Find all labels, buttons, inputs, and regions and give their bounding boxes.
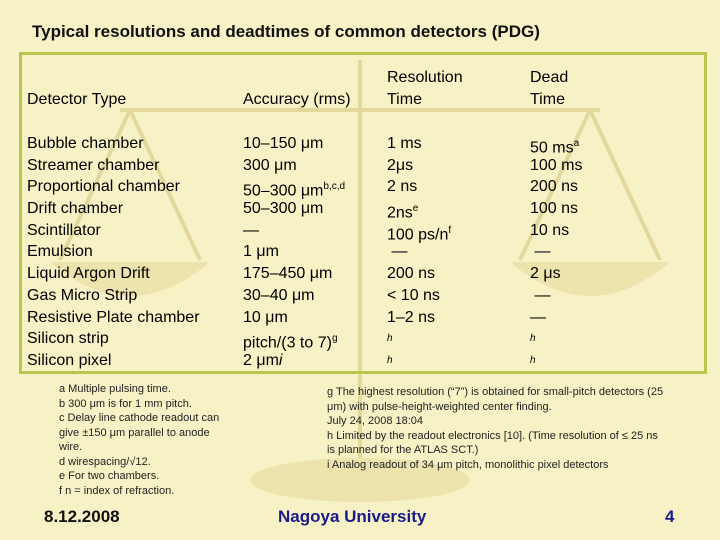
table-cell: Gas Micro Strip — [27, 286, 138, 304]
footnote: July 24, 2008 18:04 — [327, 415, 424, 427]
table-cell: — — [391, 243, 408, 261]
table-cell: — — [534, 243, 551, 261]
footnote: d wirespacing/√12. — [59, 455, 151, 468]
footnote-marker: a — [573, 138, 580, 149]
header-dead: Dead — [530, 69, 569, 86]
footnote: b 300 μm is for 1 mm pitch. — [59, 397, 192, 410]
table-cell: 100 ps/nf — [387, 224, 452, 244]
table-cell: < 10 ns — [387, 286, 440, 304]
footnotes-right: g The highest resolution (“7”) is obtain… — [327, 385, 667, 472]
table-cell: 10 ns — [530, 221, 570, 239]
header-detector-type: Detector Type — [27, 91, 127, 108]
table-cell: 10 μm — [243, 308, 288, 326]
table-cell: h — [387, 333, 393, 345]
detector-type-list: Bubble chamber Streamer chamber Proporti… — [27, 133, 200, 372]
footnote-marker: e — [412, 203, 419, 215]
table-cell: Scintillator — [27, 221, 101, 239]
table-frame — [19, 52, 707, 374]
table-cell: 2μs — [387, 156, 414, 174]
table-cell: — — [534, 286, 551, 304]
table-cell: Silicon pixel — [27, 351, 112, 369]
table-cell: 200 ns — [387, 265, 436, 283]
table-cell: pitch/(3 to 7)g — [243, 333, 338, 352]
table-cell: 2 μs — [530, 265, 561, 283]
table-cell: 2nse — [387, 203, 419, 222]
footnote-marker: b,c,d — [323, 181, 346, 193]
table-cell: Liquid Argon Drift — [27, 265, 150, 283]
table-cell: 1 μm — [243, 243, 279, 261]
accuracy-list: 10–150 μm 300 μm 50–300 μmb,c,d 50–300 μ… — [243, 133, 345, 372]
table-cell: — — [243, 221, 259, 239]
table-cell: 2 μmi — [243, 351, 283, 369]
table-cell: 300 μm — [243, 156, 297, 174]
table-cell: Proportional chamber — [27, 178, 180, 196]
table-cell: 1 ms — [387, 135, 422, 152]
footnote: f n = index of refraction. — [59, 484, 175, 497]
table-cell: 175–450 μm — [243, 265, 333, 283]
header-resolution: Resolution — [387, 69, 463, 86]
page-number: 4 — [665, 507, 675, 526]
resolution-list: 1 ms 2μs 2 ns 2nse 100 ps/nf — 200 ns < … — [387, 133, 451, 372]
table-cell: 100 ns — [530, 200, 579, 218]
table-cell: h — [530, 333, 536, 345]
table-cell: — — [530, 308, 546, 326]
footnote-marker: f — [448, 224, 452, 236]
table-cell: 10–150 μm — [243, 135, 324, 152]
footnote: i Analog readout of 34 μm pitch, monolit… — [327, 458, 609, 471]
footnote: e For two chambers. — [59, 470, 160, 482]
footnote: a Multiple pulsing time. — [59, 383, 171, 395]
footnote: g The highest resolution (“7”) is obtain… — [327, 386, 664, 413]
footnote: c Delay line cathode readout can give ±1… — [59, 412, 220, 453]
table-cell: h — [387, 354, 393, 366]
table-cell: Resistive Plate chamber — [27, 308, 200, 326]
footnote-marker: i — [278, 351, 283, 369]
footer-organization: Nagoya University — [278, 507, 427, 526]
table-cell: 200 ns — [530, 178, 579, 196]
table-cell: Emulsion — [27, 243, 93, 261]
page-title: Typical resolutions and deadtimes of com… — [32, 22, 540, 41]
table-cell: 100 ms — [530, 156, 583, 174]
table-cell: 50 msa — [530, 138, 580, 157]
footer-date: 8.12.2008 — [44, 507, 120, 526]
footnote-marker: g — [331, 333, 338, 345]
header-dead-time: Time — [530, 91, 565, 108]
table-cell: 30–40 μm — [243, 286, 315, 304]
table-cell: Drift chamber — [27, 200, 124, 218]
table-cell: 50–300 μm — [243, 200, 324, 218]
dead-time-list: 50 msa 100 ms 200 ns 100 ns 10 ns — 2 μs… — [530, 133, 582, 372]
table-cell: Streamer chamber — [27, 156, 160, 174]
header-resolution-time: Time — [387, 91, 422, 108]
table-cell: Bubble chamber — [27, 135, 144, 152]
header-accuracy: Accuracy (rms) — [243, 91, 351, 108]
table-cell: 1–2 ns — [387, 308, 436, 326]
footnotes-left: a Multiple pulsing time. b 300 μm is for… — [59, 382, 229, 498]
table-cell: Silicon strip — [27, 330, 109, 348]
table-cell: h — [530, 354, 536, 366]
footnote: h Limited by the readout electronics [10… — [327, 429, 658, 457]
table-cell: 2 ns — [387, 178, 418, 196]
table-cell: 50–300 μmb,c,d — [243, 181, 346, 200]
